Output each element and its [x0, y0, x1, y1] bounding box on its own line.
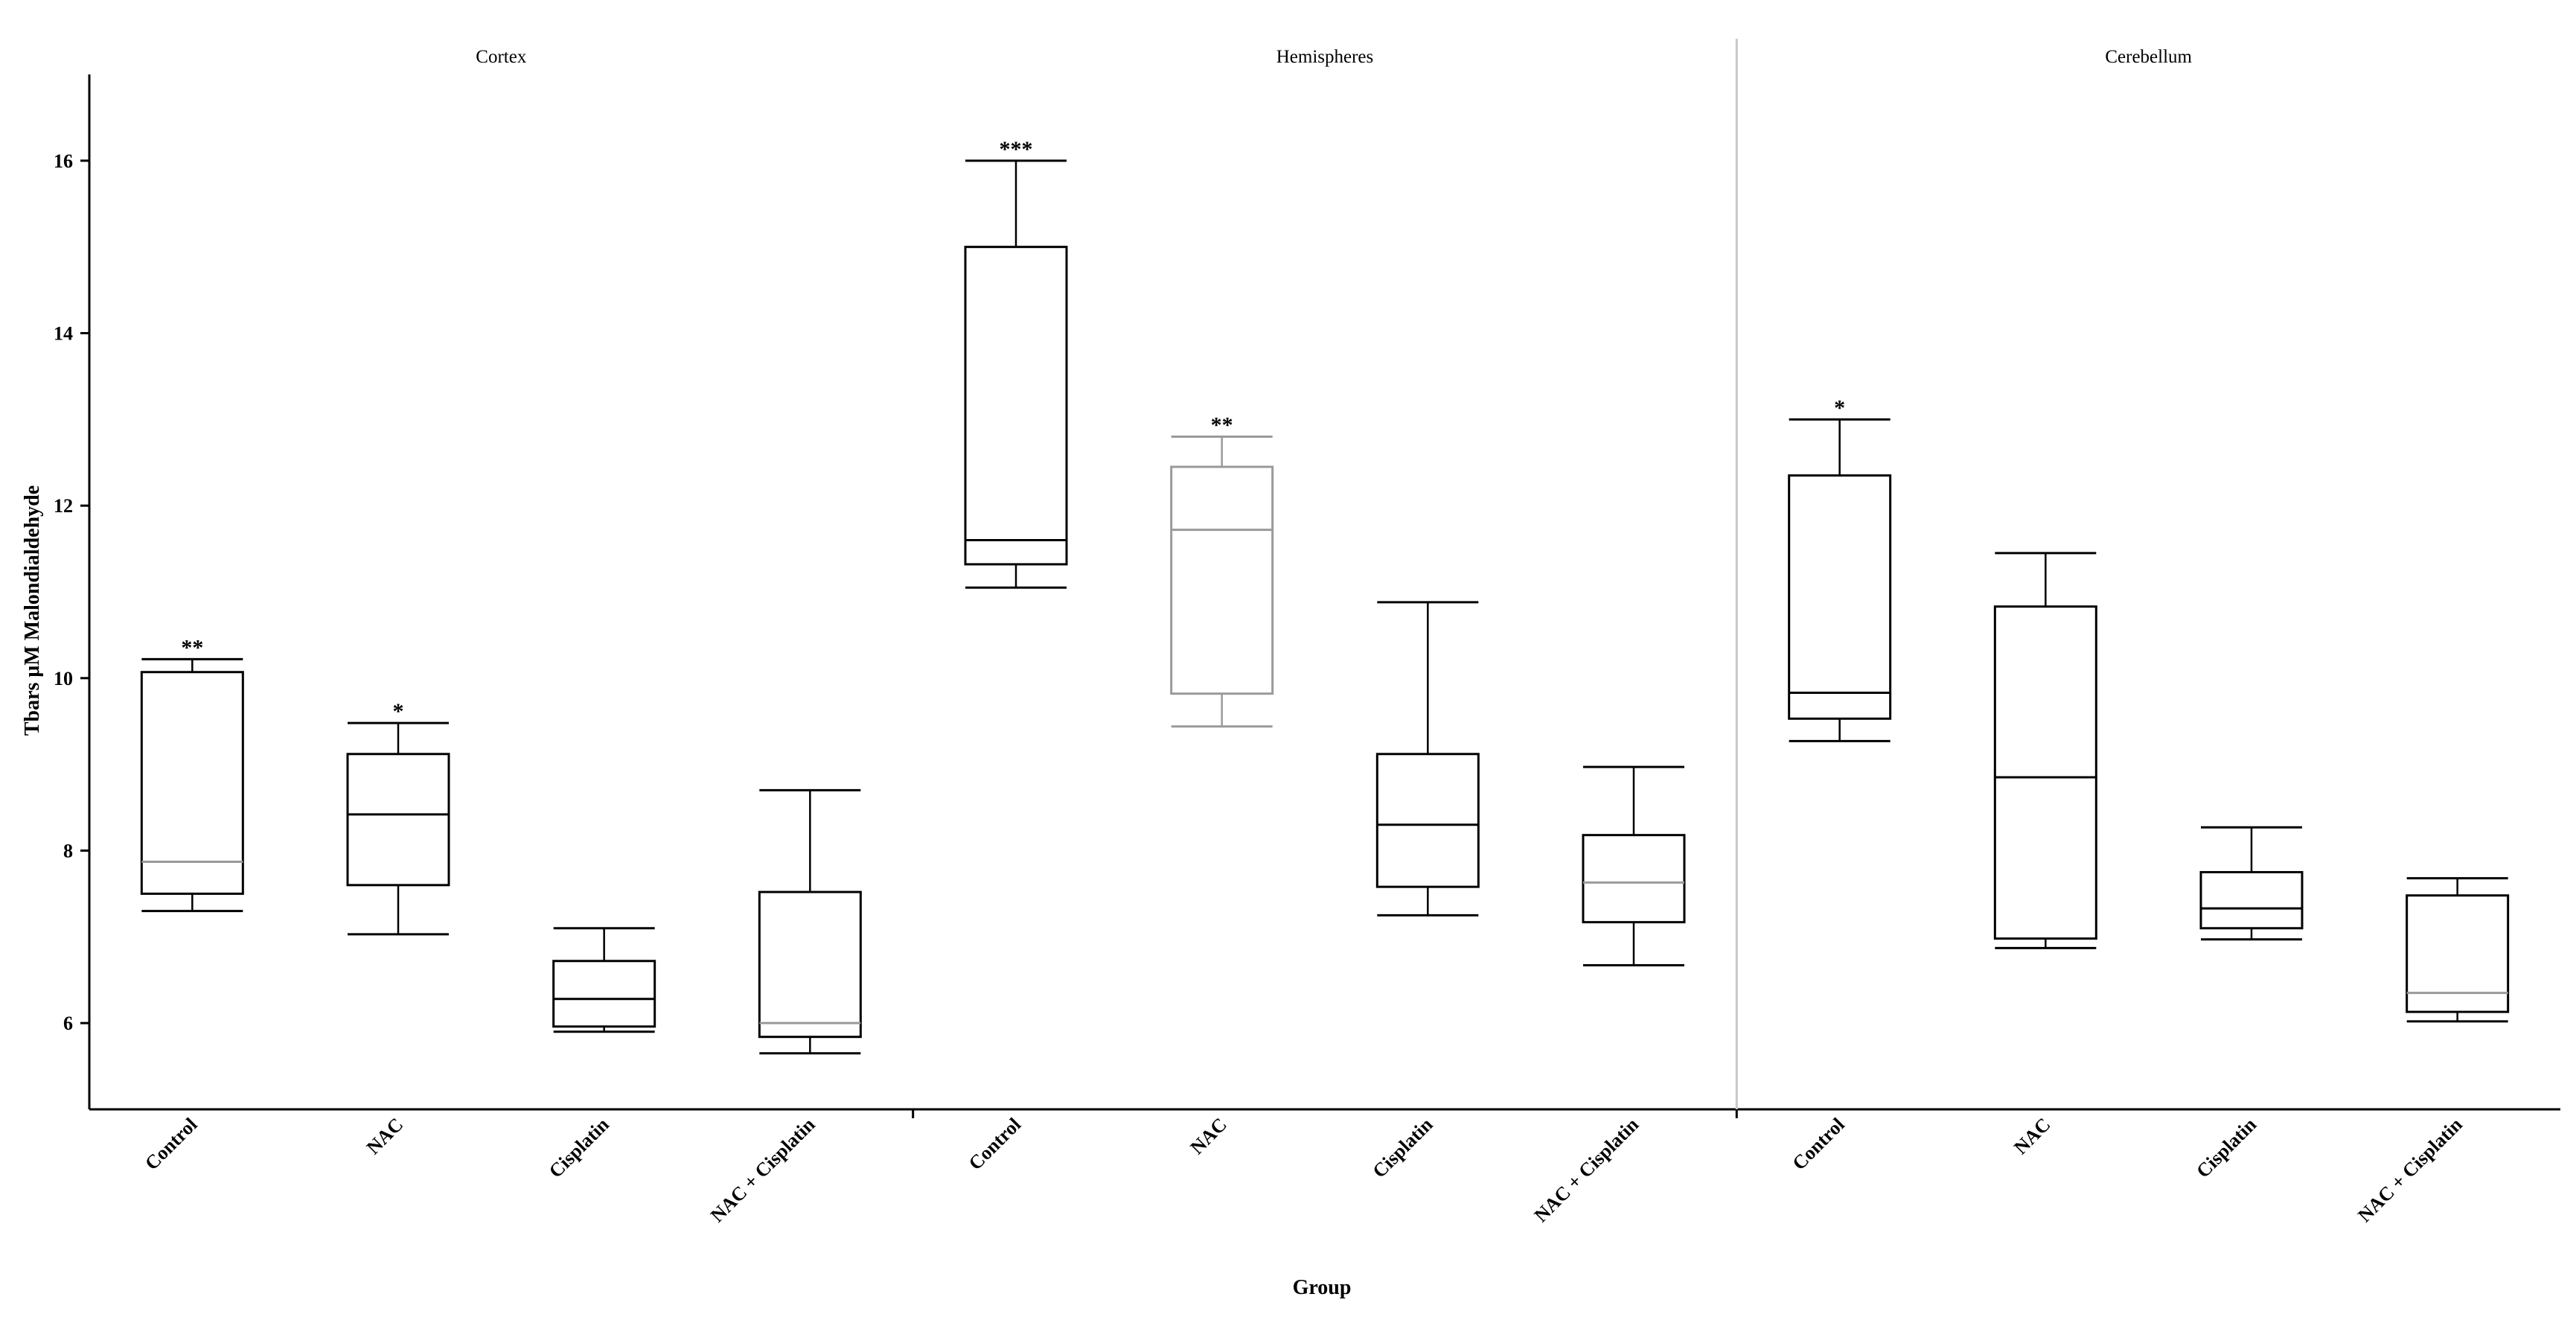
significance-label: *	[393, 699, 404, 724]
x-tick-label: NAC	[2010, 1114, 2054, 1158]
panel-title: Hemispheres	[1276, 47, 1374, 67]
iqr-box	[1582, 834, 1686, 924]
iqr-box	[1170, 465, 1274, 695]
panel-title: Cerebellum	[2105, 47, 2192, 67]
iqr-box	[964, 246, 1068, 566]
box-group	[1993, 552, 2097, 949]
y-axis-title: Tbars μM Malondialdehyde	[21, 485, 44, 736]
x-tick-label: NAC + Cisplatin	[1530, 1113, 1643, 1226]
iqr-box	[1788, 474, 1892, 720]
box-group	[2406, 877, 2510, 1023]
chart-text: Tbars μM Malondialdehyde Group 6 8 10 12 14 1…	[21, 47, 2467, 1299]
x-tick-label: Cisplatin	[1369, 1113, 1437, 1182]
iqr-box	[140, 671, 244, 895]
iqr-box	[1375, 753, 1480, 888]
iqr-box	[2199, 870, 2304, 930]
iqr-box	[1993, 605, 2097, 940]
x-tick-label: NAC	[362, 1114, 407, 1158]
iqr-box	[346, 753, 450, 887]
significance-label: **	[1211, 413, 1233, 438]
box-marks	[140, 159, 2510, 1055]
significance-label: **	[181, 635, 203, 660]
y-tick-label: 12	[54, 495, 73, 517]
panel-title: Cortex	[476, 47, 527, 67]
y-tick-label: 14	[54, 323, 73, 345]
iqr-box	[758, 890, 862, 1039]
box-group	[140, 657, 244, 913]
y-tick-label: 8	[63, 841, 73, 862]
x-axis-title: Group	[1293, 1276, 1352, 1299]
box-group	[1788, 418, 1892, 742]
x-tick-label: Control	[141, 1114, 201, 1174]
y-tick-label: 10	[54, 668, 73, 689]
box-group	[1170, 436, 1274, 728]
x-tick-label: Cisplatin	[2192, 1113, 2260, 1182]
box-group	[346, 721, 450, 936]
box-group	[1582, 765, 1686, 967]
iqr-box	[552, 960, 656, 1028]
box-group	[2199, 826, 2304, 941]
box-group	[1375, 601, 1480, 916]
y-tick-label: 6	[63, 1013, 73, 1034]
significance-label: ***	[1000, 137, 1033, 162]
axes-frame	[80, 39, 2560, 1118]
significance-label: *	[1834, 395, 1845, 420]
x-tick-label: Cisplatin	[545, 1113, 613, 1182]
box-group	[552, 927, 656, 1033]
y-tick-label: 16	[54, 150, 73, 172]
box-group	[758, 788, 862, 1055]
x-tick-label: Control	[965, 1114, 1025, 1174]
iqr-box	[2406, 894, 2510, 1013]
x-tick-label: Control	[1788, 1114, 1848, 1174]
x-tick-label: NAC + Cisplatin	[706, 1113, 819, 1226]
x-tick-label: NAC	[1186, 1114, 1231, 1158]
box-group	[964, 159, 1068, 589]
x-tick-label: NAC + Cisplatin	[2353, 1113, 2467, 1226]
